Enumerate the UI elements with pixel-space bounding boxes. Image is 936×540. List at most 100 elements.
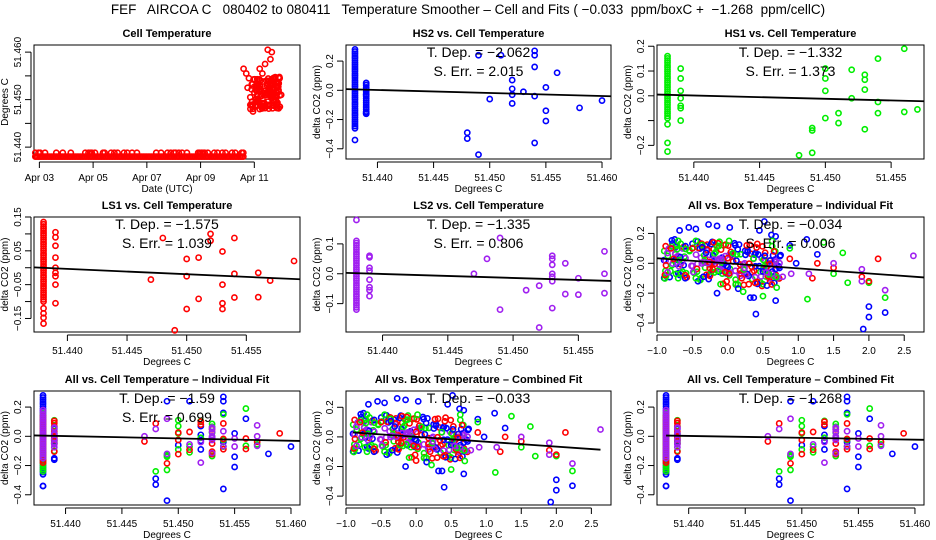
x-tick-label: 51.445 <box>433 346 464 357</box>
data-point-ls1 <box>351 435 359 443</box>
data-point-hs1 <box>677 87 685 95</box>
data-point-ls2 <box>689 268 697 276</box>
data-point-hs2 <box>381 399 388 407</box>
y-tick-label: 0.0 <box>636 256 647 270</box>
data-point-hs1 <box>844 279 852 287</box>
data-point-hs2 <box>662 396 670 404</box>
data-point-ls1 <box>52 233 59 241</box>
data-point-ls1 <box>290 257 298 265</box>
data-point-hs2 <box>888 450 896 458</box>
data-point-ls1 <box>722 241 730 249</box>
data-point-ls2 <box>809 440 817 448</box>
x-tick-label: 51.445 <box>107 519 138 530</box>
data-point-hs2 <box>351 59 359 66</box>
data-point-hs1 <box>768 237 776 245</box>
fit-line <box>656 257 925 279</box>
data-point-ls2 <box>704 259 712 267</box>
y-axis-label: delta CO2 (ppm) <box>623 411 634 485</box>
data-point-hs2 <box>351 76 359 84</box>
x-axis-label: Degrees C <box>455 357 503 368</box>
t-dep-annotation: T. Dep. = −0.033 <box>427 390 531 406</box>
data-point-cell-temp <box>240 65 247 73</box>
data-point-ls1 <box>710 238 717 246</box>
panel-all-vs-box-individual: All vs. Box Temperature – Individual Fit… <box>623 200 925 368</box>
data-point-hs2 <box>552 486 560 494</box>
data-point-hs2 <box>702 249 710 257</box>
data-point-hs2 <box>412 437 420 444</box>
s-err-annotation: S. Err. = 2.015 <box>434 63 524 79</box>
data-point-hs1 <box>461 457 469 465</box>
data-point-ls2 <box>854 443 862 450</box>
data-point-ls1 <box>230 294 238 301</box>
panel-title: LS1 vs. Cell Temperature <box>102 200 233 212</box>
data-point-hs2 <box>219 393 227 401</box>
data-point-hs2 <box>761 252 769 260</box>
x-axis-label: Degrees C <box>455 530 503 540</box>
data-point-hs2 <box>351 105 359 112</box>
data-point-cell-temp <box>267 55 274 63</box>
x-tick-label: 51.460 <box>587 173 618 184</box>
data-point-hs2 <box>351 81 359 88</box>
data-point-hs2 <box>803 236 811 243</box>
data-point-ls2 <box>548 270 556 278</box>
data-point-ls2 <box>877 421 885 429</box>
data-point-hs2 <box>365 400 372 408</box>
data-point-hs1 <box>363 448 371 456</box>
data-point-hs1 <box>798 422 806 430</box>
data-point-ls1 <box>787 459 794 467</box>
y-axis-label: delta CO2 (ppm) <box>623 65 634 139</box>
y-tick-label: −0.4 <box>325 486 336 506</box>
x-tick-label: −0.5 <box>371 519 391 530</box>
t-dep-annotation: T. Dep. = −0.034 <box>739 216 843 232</box>
data-point-hs2 <box>776 252 784 260</box>
data-point-ls2 <box>39 430 47 438</box>
panel-title: All vs. Box Temperature – Individual Fit <box>688 200 894 212</box>
data-point-hs2 <box>455 430 462 438</box>
data-point-ls2 <box>39 454 47 462</box>
data-point-hs2 <box>39 394 47 401</box>
data-point-hs2 <box>351 52 359 60</box>
data-point-hs1 <box>808 127 816 134</box>
data-point-hs1 <box>362 419 370 427</box>
x-tick-label: 51.445 <box>730 519 761 530</box>
data-point-ls2 <box>830 259 837 267</box>
y-tick-label: 0.2 <box>636 400 647 414</box>
panel-title: All vs. Box Temperature – Combined Fit <box>375 374 583 386</box>
data-point-hs2 <box>362 101 370 109</box>
data-point-hs2 <box>491 409 499 417</box>
data-point-hs2 <box>705 221 712 228</box>
x-tick-label: 51.460 <box>900 519 931 530</box>
data-point-hs2 <box>508 85 516 93</box>
data-point-hs2 <box>351 74 359 82</box>
y-tick-label: 0.1 <box>325 236 336 250</box>
data-point-hs2 <box>265 450 272 458</box>
data-point-hs1 <box>677 104 685 112</box>
data-point-ls2 <box>805 270 813 278</box>
data-point-cell-temp <box>269 74 277 82</box>
data-point-ls2 <box>662 446 670 453</box>
data-point-hs2 <box>440 483 448 491</box>
data-point-ls2 <box>662 439 670 447</box>
data-point-hs2 <box>370 416 378 424</box>
data-point-hs1 <box>414 411 421 419</box>
data-point-ls2 <box>662 417 670 425</box>
data-point-ls2 <box>662 419 670 427</box>
data-point-hs1 <box>848 66 856 74</box>
data-point-ls2 <box>197 438 205 446</box>
data-point-ls1 <box>410 415 418 422</box>
data-point-ls1 <box>410 442 418 450</box>
data-point-ls2 <box>219 442 227 450</box>
data-point-hs2 <box>854 453 862 461</box>
data-point-hs2 <box>486 95 494 103</box>
data-point-hs2 <box>475 51 482 59</box>
data-point-hs1 <box>725 237 733 245</box>
data-point-ls1 <box>768 281 776 288</box>
data-point-hs1 <box>866 442 874 450</box>
data-point-ls2 <box>50 431 58 439</box>
data-point-ls1 <box>50 448 58 456</box>
data-point-hs1 <box>677 94 685 102</box>
data-point-ls1 <box>207 230 214 238</box>
y-tick-label: 0.2 <box>325 54 336 68</box>
data-point-hs2 <box>843 393 851 401</box>
data-point-hs2 <box>402 396 409 404</box>
